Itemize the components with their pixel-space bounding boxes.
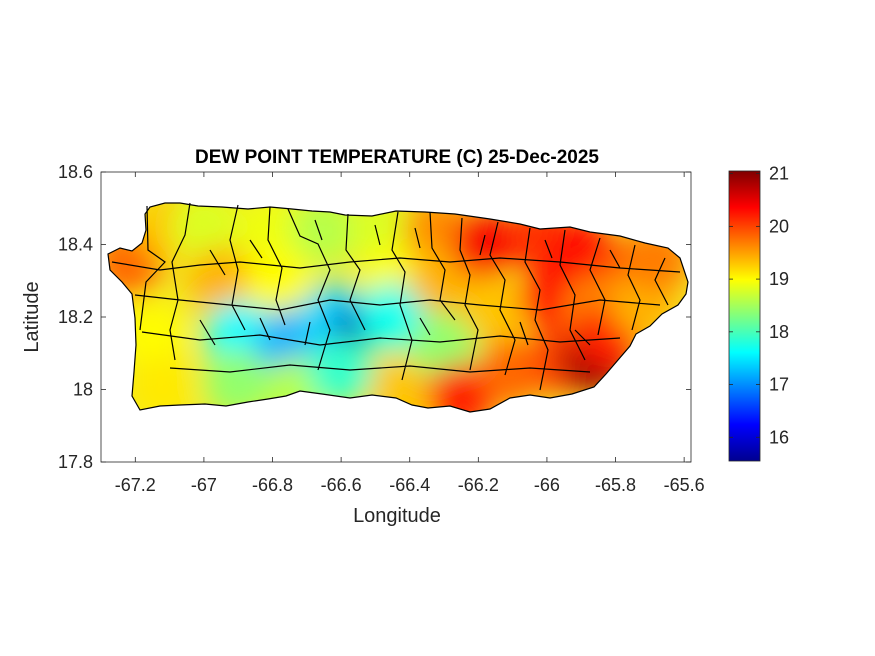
y-tick-label: 18.6: [58, 162, 93, 182]
field-sample-7: [204, 301, 273, 370]
y-tick-label: 17.8: [58, 452, 93, 472]
x-tick-label: -66.2: [458, 475, 499, 495]
y-axis-label: Latitude: [21, 281, 43, 352]
field-sample-26: [461, 275, 530, 344]
x-tick-label: -65.6: [664, 475, 705, 495]
field-sample-6: [187, 246, 256, 315]
boundary-lines: [111, 202, 681, 391]
y-tick-label: 18.4: [58, 235, 93, 255]
x-tick-label: -65.8: [595, 475, 636, 495]
field-sample-8: [204, 348, 273, 412]
y-tick-label: 18: [73, 380, 93, 400]
x-tick-label: -67.2: [115, 475, 156, 495]
field-sample-25: [451, 210, 520, 279]
colorbar-tick-label: 21: [769, 164, 789, 184]
field-sample-5: [169, 203, 238, 261]
field-sample-24: [427, 362, 496, 412]
colorbar-tick-label: 19: [769, 269, 789, 289]
chart-title: DEW POINT TEMPERATURE (C) 25-Dec-2025: [195, 147, 599, 168]
x-axis-label: Longitude: [353, 505, 441, 527]
field-sample-16: [307, 337, 376, 406]
x-axis: -67.2 -67 -66.8 -66.6 -66.4 -66.2 -66 -65.8 -65.…: [115, 172, 705, 495]
coastline: [107, 202, 689, 413]
field-sample-27: [478, 337, 547, 406]
colorbar-tick-label: 18: [769, 322, 789, 342]
colorbar-tick-label: 17: [769, 375, 789, 395]
x-tick-label: -66.6: [321, 475, 362, 495]
map-axes: -67.2 -67 -66.8 -66.6 -66.4 -66.2 -66 -65.8 -65.…: [58, 162, 705, 495]
colorbar-ticks: 16 17 18 19 20 21: [729, 164, 789, 447]
colorbar-gradient: [728, 170, 761, 462]
x-tick-label: -67: [191, 475, 217, 495]
colorbar: 16 17 18 19 20 21: [728, 164, 789, 462]
x-tick-label: -66.8: [252, 475, 293, 495]
municipality-boundaries: [107, 202, 689, 413]
colorbar-tick-label: 16: [769, 427, 789, 447]
y-axis: 17.8 18 18.2 18.4 18.6: [58, 162, 691, 472]
y-tick-label: 18.2: [58, 307, 93, 327]
x-tick-label: -66: [534, 475, 560, 495]
colorbar-tick-label: 20: [769, 216, 789, 236]
x-tick-label: -66.4: [389, 475, 430, 495]
